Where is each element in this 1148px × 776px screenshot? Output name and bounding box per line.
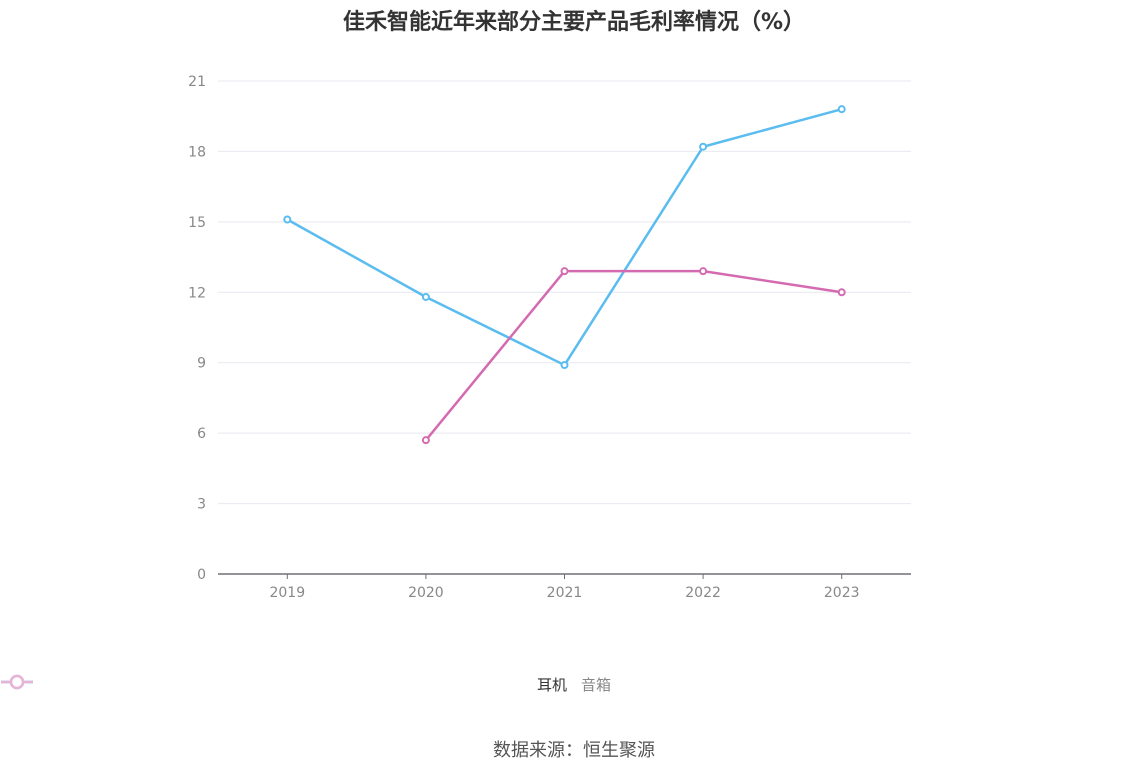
series-line-0 xyxy=(286,107,843,367)
legend-marker-speaker xyxy=(1,674,33,690)
y-tick-label: 15 xyxy=(188,215,206,231)
data-point-0 xyxy=(283,215,292,224)
y-tick-label: 9 xyxy=(197,356,206,372)
data-point-0 xyxy=(837,105,846,114)
series-line-1 xyxy=(424,269,842,441)
x-tick-label: 2021 xyxy=(547,585,583,601)
data-point-0 xyxy=(560,361,569,370)
y-tick-label: 0 xyxy=(197,567,206,583)
x-tick-label: 2022 xyxy=(685,585,721,601)
legend-item-speaker[interactable]: 音箱 xyxy=(1,674,612,695)
data-point-0 xyxy=(699,142,708,151)
data-point-1 xyxy=(837,288,846,297)
x-tick-label: 2020 xyxy=(408,585,444,601)
x-tick-label: 2023 xyxy=(824,585,860,601)
y-tick-label: 18 xyxy=(188,144,206,160)
y-tick-label: 21 xyxy=(188,74,206,90)
y-tick-label: 3 xyxy=(197,497,206,513)
legend-item-earphone[interactable]: 耳机 xyxy=(1,674,567,695)
chart-title: 佳禾智能近年来部分主要产品毛利率情况（%） xyxy=(342,10,806,35)
data-point-1 xyxy=(421,436,430,445)
data-point-1 xyxy=(560,267,569,276)
legend-label-earphone: 耳机 xyxy=(536,676,567,694)
data-point-1 xyxy=(699,267,708,276)
y-tick-label: 12 xyxy=(188,285,206,301)
x-tick-label: 2019 xyxy=(269,585,305,601)
data-source: 数据来源：恒生聚源 xyxy=(493,740,655,761)
y-tick-label: 6 xyxy=(197,426,206,442)
legend-label-speaker: 音箱 xyxy=(581,676,612,694)
legend: 耳机 音箱 xyxy=(0,674,1148,695)
data-point-0 xyxy=(421,292,430,301)
